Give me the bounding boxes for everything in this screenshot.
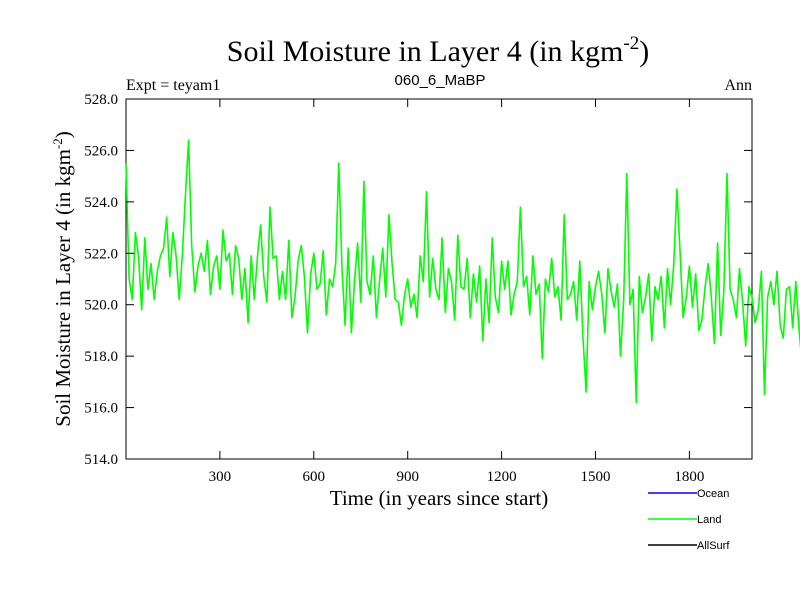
x-tick-label: 900 xyxy=(396,469,419,485)
x-tick-label: 1500 xyxy=(581,469,611,485)
y-axis-label-tail: ) xyxy=(51,131,75,138)
x-axis-label: Time (in years since start) xyxy=(330,486,549,510)
y-tick-label: 518.0 xyxy=(84,349,118,365)
legend: Ocean Land AllSurf xyxy=(648,488,730,552)
y-tick-label: 520.0 xyxy=(84,298,118,314)
x-tick-label: 300 xyxy=(209,469,232,485)
series-land-line xyxy=(125,139,800,404)
y-tick-label: 524.0 xyxy=(84,195,118,211)
y-tick-label: 528.0 xyxy=(84,92,118,108)
y-axis-label-main: Soil Moisture in Layer 4 (in kgm xyxy=(51,149,75,427)
x-axis-ticks: 300 600 900 1200 1500 1800 xyxy=(209,99,704,485)
x-tick-label: 600 xyxy=(303,469,326,485)
y-axis-label: Soil Moisture in Layer 4 (in kgm-2) xyxy=(50,131,75,426)
y-tick-label: 514.0 xyxy=(84,452,118,468)
y-tick-label: 516.0 xyxy=(84,401,118,417)
subtitle-period: 060_6_MaBP xyxy=(395,72,486,89)
y-axis-label-superscript: -2 xyxy=(50,138,65,149)
chart-title-main: Soil Moisture in Layer 4 (in kgm xyxy=(227,35,624,68)
legend-allsurf-label: AllSurf xyxy=(697,540,730,552)
subtitle-experiment: Expt = teyam1 xyxy=(126,77,220,94)
subtitle-season: Ann xyxy=(724,77,752,94)
legend-land-label: Land xyxy=(697,514,721,526)
chart-title-tail: ) xyxy=(639,35,649,68)
x-tick-label: 1200 xyxy=(487,469,517,485)
chart-title-superscript: -2 xyxy=(623,33,639,54)
y-tick-label: 526.0 xyxy=(84,143,118,159)
y-axis-ticks: 514.0 516.0 518.0 520.0 522.0 524.0 526.0 528.0 xyxy=(84,92,752,468)
legend-ocean-label: Ocean xyxy=(697,488,729,500)
x-tick-label: 1800 xyxy=(674,469,704,485)
chart-title: Soil Moisture in Layer 4 (in kgm-2) xyxy=(227,33,649,68)
y-tick-label: 522.0 xyxy=(84,246,118,262)
